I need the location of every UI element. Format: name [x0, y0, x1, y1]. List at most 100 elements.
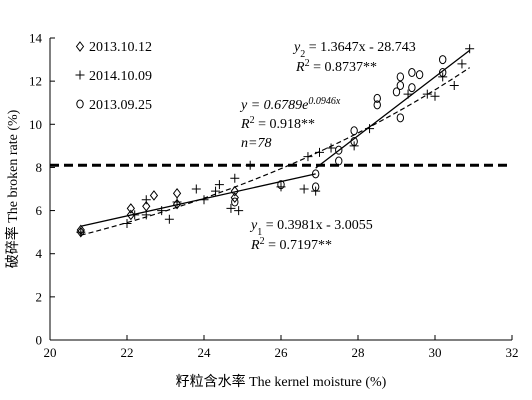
- legend-item-2013-09-25: 2013.09.25: [76, 98, 152, 113]
- fit2-r2-sup: 2: [305, 58, 310, 69]
- fit3-r2: R2 = 0.918**: [240, 115, 315, 133]
- data-point-plus: [457, 59, 467, 69]
- data-point-plus: [226, 203, 236, 213]
- fit2-equation: y2 = 1.3647x - 28.743: [292, 40, 416, 60]
- fit3-eq-base: y = 0.6789e: [239, 98, 308, 113]
- legend-item-2014-10-09: 2014.10.09: [75, 69, 152, 84]
- data-point-circle: [392, 87, 401, 97]
- fit3-r2-rhs: = 0.918**: [255, 117, 315, 132]
- x-tick-label: 30: [429, 345, 442, 360]
- legend-circle-marker: [76, 99, 84, 109]
- legend-item-2013-10-12: 2013.10.12: [75, 40, 152, 55]
- y-tick-label: 12: [29, 74, 42, 89]
- legend-diamond-marker: [75, 41, 85, 52]
- x-tick-label: 20: [44, 345, 57, 360]
- data-point-circle: [439, 68, 447, 78]
- data-point-diamond: [76, 226, 85, 238]
- y-tick-label: 2: [36, 289, 43, 304]
- fit1-r2-lhs: R: [250, 238, 260, 253]
- data-point-plus: [191, 184, 201, 194]
- data-point-diamond: [126, 209, 135, 221]
- data-point-plus: [130, 210, 140, 220]
- y-tick-label: 14: [29, 31, 43, 46]
- fit1-equation: y1 = 0.3981x - 3.0055: [249, 218, 373, 238]
- data-point-plus: [141, 195, 151, 205]
- data-point-plus: [164, 214, 174, 224]
- data-point-plus: [422, 89, 432, 99]
- data-point-circle: [277, 180, 285, 190]
- data-point-circle: [350, 137, 358, 147]
- data-point-plus: [199, 195, 209, 205]
- data-points: [76, 44, 475, 238]
- data-point-plus: [214, 180, 224, 190]
- fit1-eq-lhs: y: [249, 218, 258, 233]
- fit3-n: n=78: [241, 136, 271, 151]
- data-point-plus: [157, 206, 167, 216]
- data-point-circle: [396, 72, 405, 82]
- x-tick-label: 22: [121, 345, 134, 360]
- y-tick-label: 4: [36, 246, 43, 261]
- data-point-plus: [365, 124, 375, 134]
- fit1-eq-sub: 1: [257, 227, 262, 238]
- legend: 2013.10.12 2014.10.09 2013.09.25: [75, 40, 152, 113]
- fit2-eq-rhs: = 1.3647x - 28.743: [305, 40, 416, 55]
- fit3-equation: y = 0.6789e0.0946x: [239, 96, 341, 114]
- fit2-eq-lhs: y: [292, 40, 301, 55]
- data-point-plus: [76, 227, 86, 237]
- data-point-plus: [230, 173, 240, 183]
- data-point-diamond: [149, 190, 159, 201]
- data-point-plus: [172, 197, 182, 207]
- data-point-plus: [326, 143, 336, 153]
- y-axis-title: 破碎率 The broken rate (%): [4, 109, 21, 268]
- x-tick-label: 32: [506, 345, 519, 360]
- data-point-diamond: [172, 198, 182, 210]
- fit3-r2-lhs: R: [240, 117, 250, 132]
- data-point-circle: [350, 126, 358, 136]
- data-point-plus: [299, 184, 309, 194]
- data-point-plus: [403, 89, 413, 99]
- data-point-circle: [311, 182, 320, 192]
- data-point-circle: [408, 68, 416, 78]
- fit2-r2-rhs: = 0.8737**: [310, 60, 377, 75]
- data-point-circle: [396, 113, 405, 123]
- legend-label-2014-10-09: 2014.10.09: [89, 69, 152, 84]
- fit3-eq-exp: 0.0946x: [308, 96, 341, 107]
- data-point-plus: [122, 219, 132, 229]
- y-tick-label: 0: [36, 333, 43, 348]
- fit1-r2-sup: 2: [260, 236, 265, 247]
- fit1-r2-rhs: = 0.7197**: [265, 238, 332, 253]
- x-tick-label: 26: [275, 345, 289, 360]
- data-point-diamond: [230, 192, 239, 203]
- data-point-plus: [449, 80, 459, 90]
- data-point-diamond: [230, 185, 239, 197]
- x-axis-title: 籽粒含水率 The kernel moisture (%): [176, 373, 387, 390]
- data-point-plus: [234, 206, 244, 216]
- y-tick-label: 6: [36, 203, 43, 218]
- fit3-r2-sup: 2: [250, 115, 255, 126]
- data-point-circle: [439, 55, 447, 65]
- data-point-circle: [311, 169, 320, 179]
- legend-plus-marker: [75, 70, 85, 80]
- data-point-plus: [303, 152, 313, 162]
- legend-label-2013-10-12: 2013.10.12: [89, 40, 152, 55]
- data-point-circle: [373, 100, 381, 110]
- fit2-eq-sub: 2: [300, 49, 305, 60]
- data-point-plus: [430, 91, 440, 101]
- data-point-diamond: [126, 203, 135, 214]
- data-point-circle: [231, 197, 239, 207]
- fit2-r2-lhs: R: [295, 60, 305, 75]
- fit1-r2: R2 = 0.7197**: [250, 236, 332, 254]
- data-point-circle: [335, 156, 343, 166]
- fit2-r2: R2 = 0.8737**: [295, 58, 377, 76]
- legend-label-2013-09-25: 2013.09.25: [89, 98, 152, 113]
- y-tick-label: 10: [29, 117, 42, 132]
- x-ticks: 20 22 24 26 28 30 32: [44, 335, 519, 360]
- fit-line-3: [80, 67, 470, 236]
- y-ticks: 0 2 4 6 8 10 12 14: [29, 31, 55, 348]
- data-point-circle: [396, 80, 405, 90]
- data-point-plus: [141, 210, 151, 220]
- data-point-diamond: [172, 187, 182, 199]
- fit1-eq-rhs: = 0.3981x - 3.0055: [262, 218, 373, 233]
- x-tick-label: 24: [198, 345, 212, 360]
